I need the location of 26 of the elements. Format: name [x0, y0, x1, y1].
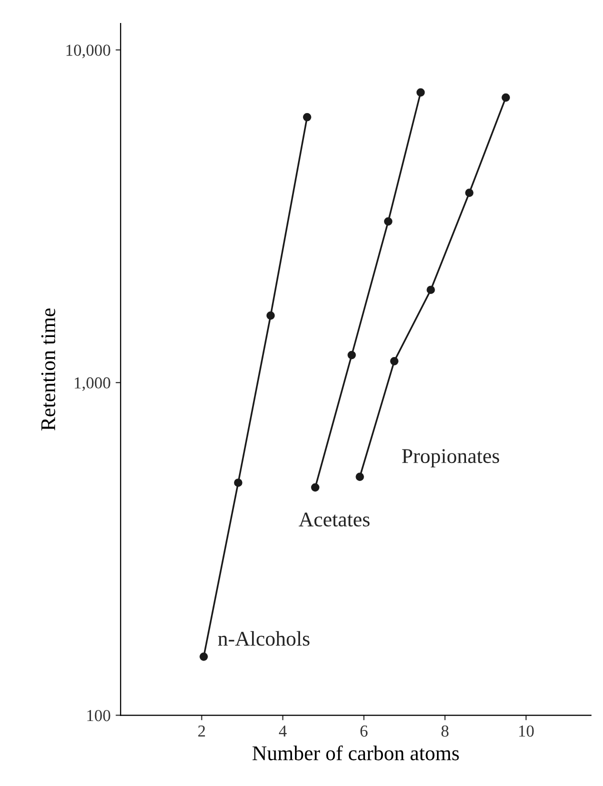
- point: [356, 472, 364, 481]
- point: [234, 478, 242, 487]
- point: [200, 652, 208, 661]
- point: [348, 350, 356, 360]
- x-tick-label: 2: [198, 726, 205, 737]
- point: [426, 286, 435, 294]
- x-tick-label: 10: [519, 725, 534, 737]
- point: [465, 188, 474, 197]
- point: [311, 483, 320, 492]
- point: [302, 112, 312, 122]
- point: [266, 311, 275, 320]
- y-tick-label: 100: [87, 710, 110, 722]
- series-label: Propionates: [402, 449, 500, 468]
- series-label: n-Alcohols: [218, 631, 310, 646]
- series-label: Acetates: [298, 512, 370, 527]
- x-tick-label: 8: [441, 725, 449, 737]
- x-axis-title: Number of carbon atoms: [252, 745, 459, 760]
- x-tick-label: 6: [360, 726, 368, 737]
- point: [416, 88, 425, 97]
- y-tick-label: 10,000: [66, 44, 110, 58]
- y-tick-label: 1,000: [74, 377, 110, 391]
- point: [390, 356, 398, 366]
- point: [502, 93, 510, 102]
- x-tick-label: 4: [278, 726, 287, 737]
- point: [384, 217, 392, 226]
- y-axis-title: Retention time: [41, 308, 56, 430]
